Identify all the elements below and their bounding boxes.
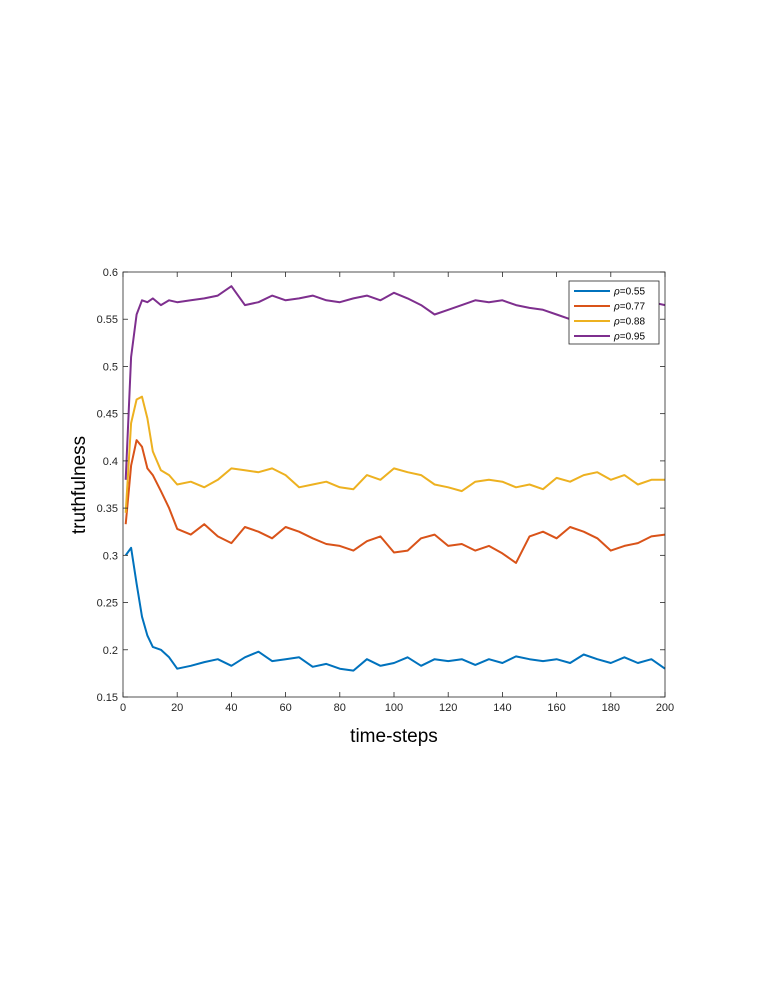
series-line-1 [124,546,666,672]
legend-label-3: ρ=0.88 [613,317,645,328]
legend-label-2: ρ=0.77 [613,302,645,313]
x-tick-label: 180 [602,702,620,714]
tick-layer: 0 20 40 60 80 100 120 140 160 180 200 0.15 0.2 0.25 0.… [97,267,675,714]
x-tick-label: 140 [493,702,511,714]
y-tick-label: 0.3 [103,550,118,562]
series-layer [124,285,666,672]
x-tick-label: 160 [547,702,565,714]
x-tick-label: 60 [279,702,291,714]
legend: ρ=0.55 ρ=0.77 ρ=0.88 ρ=0.95 [568,280,660,345]
series-line-2 [124,439,666,564]
y-tick-label: 0.15 [97,692,118,704]
x-tick-label: 120 [439,702,457,714]
x-tick-label: 0 [120,702,126,714]
y-tick-label: 0.4 [103,456,118,468]
y-tick-label: 0.45 [97,409,118,421]
x-tick-label: 40 [225,702,237,714]
y-tick-label: 0.35 [97,503,118,515]
y-tick-label: 0.5 [103,361,118,373]
legend-label-4: ρ=0.95 [613,332,645,343]
y-tick-label: 0.2 [103,645,118,657]
y-tick-label: 0.55 [97,314,118,326]
x-axis-label: time-steps [350,726,438,747]
x-tick-label: 100 [385,702,403,714]
legend-label-1: ρ=0.55 [613,287,645,298]
y-axis-label: truthfulness [69,436,90,534]
x-tick-label: 200 [656,702,674,714]
series-line-3 [124,395,665,513]
y-tick-label: 0.25 [97,598,118,610]
y-tick-label: 0.6 [103,267,118,279]
series-line-4 [124,285,666,480]
x-tick-label: 80 [334,702,346,714]
x-tick-label: 20 [171,702,183,714]
